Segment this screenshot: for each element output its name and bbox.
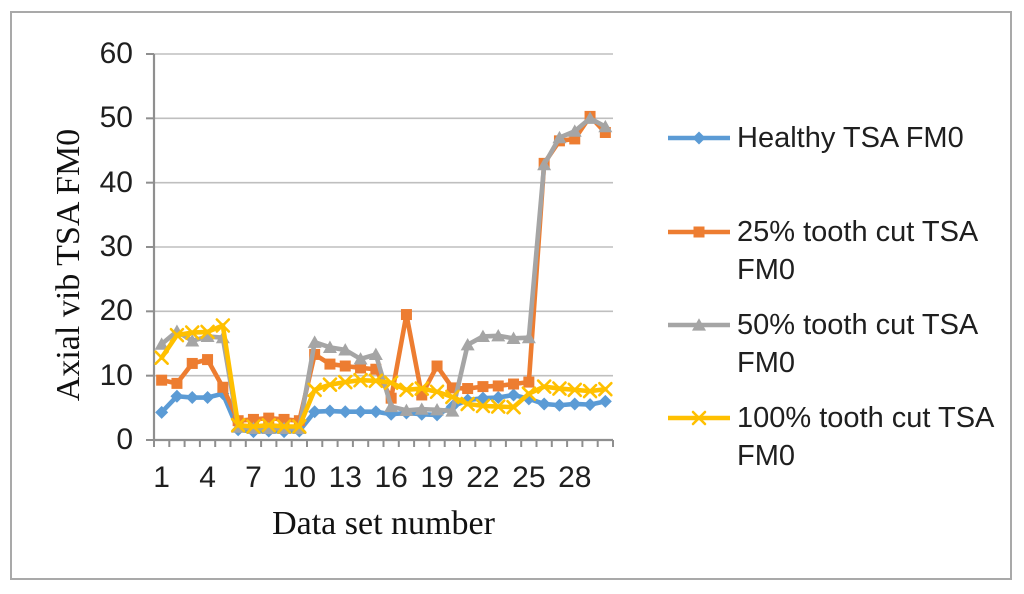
y-tick-label: 50 (99, 101, 133, 135)
y-tick-label: 0 (116, 423, 133, 456)
legend-item: 100% tooth cut TSA FM0 (667, 399, 1009, 475)
triangle-marker-icon (668, 318, 730, 331)
legend-item: 25% tooth cut TSA FM0 (667, 213, 1009, 289)
legend-label: 100% tooth cut TSA FM0 (737, 402, 993, 472)
legend: Healthy TSA FM0 25% tooth cut TSA FM0 50% … (667, 0, 1012, 594)
x-tick-label: 25 (512, 461, 546, 494)
y-tick-label: 30 (99, 230, 133, 263)
legend-item: Healthy TSA FM0 (667, 119, 1009, 157)
y-tick-label: 10 (99, 358, 133, 392)
x-tick-label: 28 (558, 461, 592, 494)
x-tick-label: 19 (420, 461, 454, 494)
x-marker-icon (668, 410, 730, 426)
legend-label: 50% tooth cut TSA FM0 (737, 309, 977, 379)
x-tick-label: 10 (282, 461, 317, 494)
x-tick-label: 22 (466, 461, 500, 494)
x-tick-label: 13 (328, 461, 362, 494)
legend-item: 50% tooth cut TSA FM0 (667, 306, 1009, 382)
y-tick-label: 40 (99, 165, 133, 199)
x-tick-label: 1 (153, 461, 170, 494)
x-axis-title: Data set number (272, 505, 495, 542)
legend-label: 25% tooth cut TSA FM0 (737, 216, 977, 286)
x-tick-label: 16 (374, 461, 408, 494)
x-tick-label: 7 (245, 461, 262, 494)
x-tick-label: 4 (199, 461, 216, 494)
figure-border (10, 11, 1012, 580)
square-marker-icon (668, 226, 730, 238)
diamond-marker-icon (668, 131, 730, 145)
y-tick-label: 60 (99, 37, 133, 70)
legend-label: Healthy TSA FM0 (737, 122, 964, 154)
y-tick-label: 20 (99, 294, 133, 328)
